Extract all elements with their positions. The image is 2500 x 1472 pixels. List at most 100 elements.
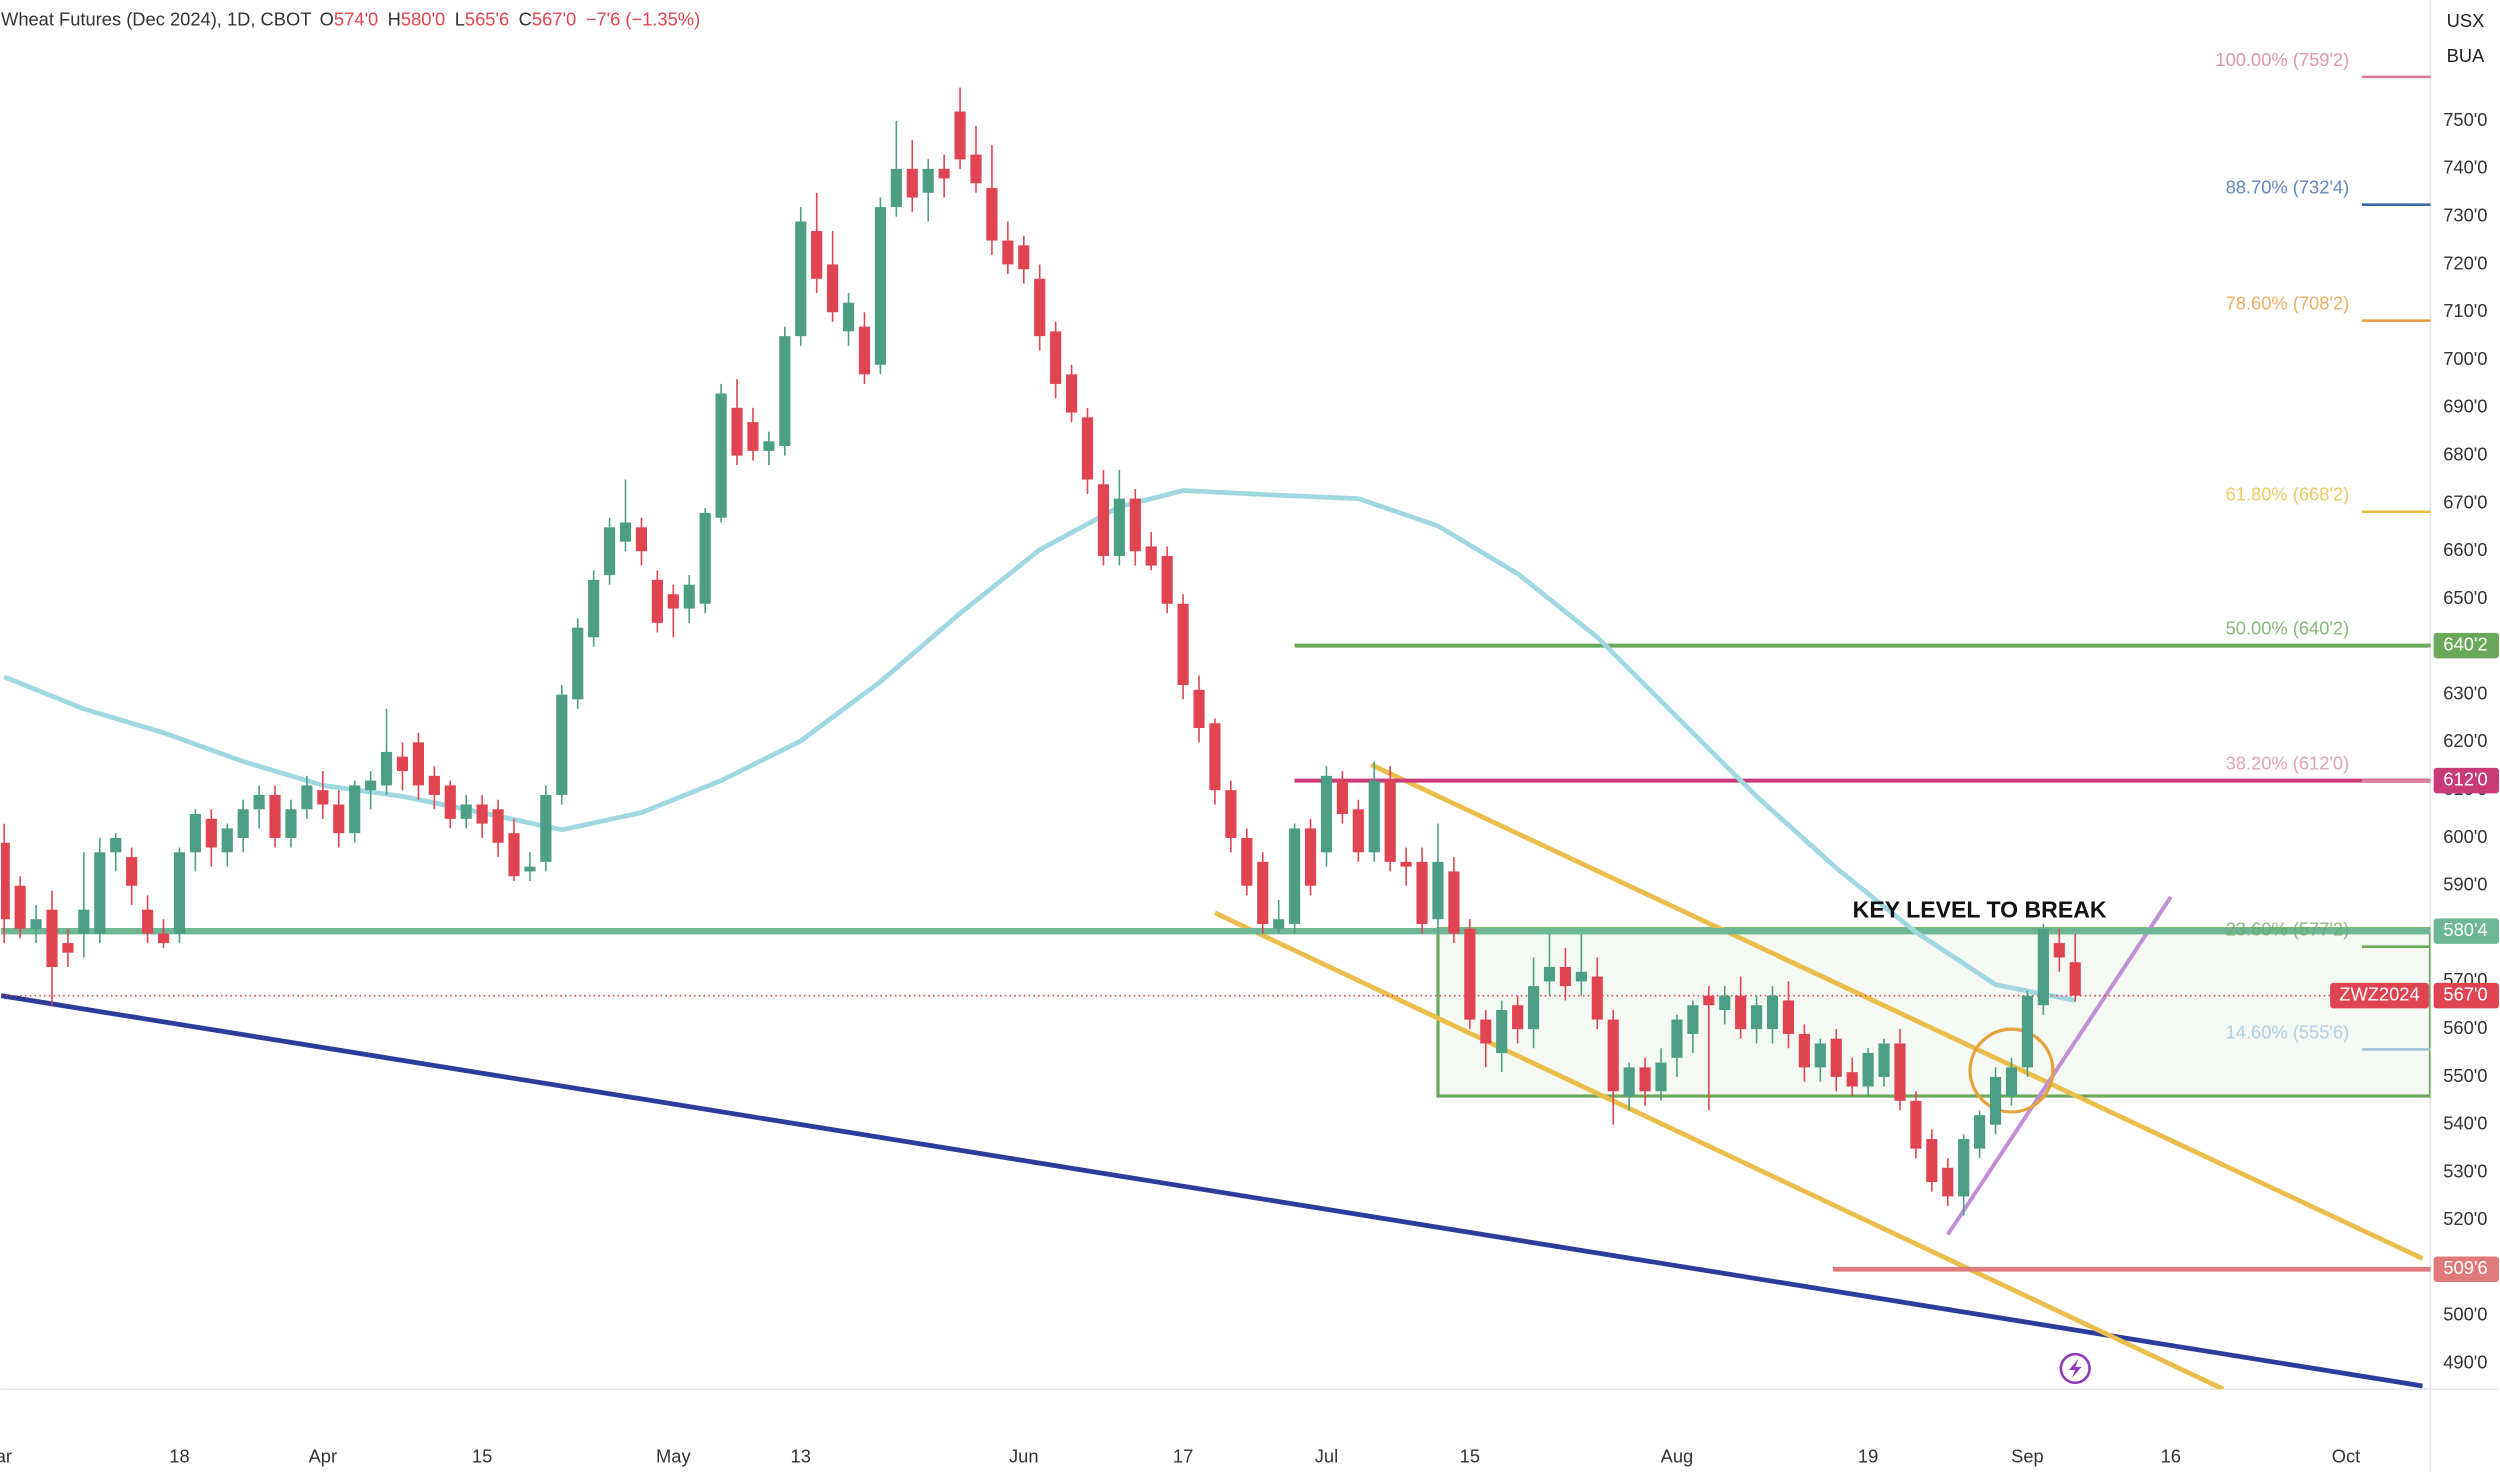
candle-body [540, 794, 552, 862]
candle-body [365, 780, 377, 791]
candle-body [1384, 780, 1396, 862]
candle [1336, 771, 1348, 824]
candle-body [1607, 1019, 1619, 1092]
candle [556, 685, 568, 805]
candle [1926, 1129, 1938, 1192]
price-box [2433, 767, 2499, 794]
candle [651, 570, 663, 633]
candle-body [874, 207, 886, 365]
candle [2021, 990, 2033, 1077]
price-box-label: 509'6 [2443, 1257, 2487, 1278]
candle-body [1177, 603, 1189, 686]
candle [827, 230, 839, 322]
candle-body [1432, 861, 1444, 920]
annotation: KEY LEVEL TO BREAK [1853, 896, 2107, 922]
alert-icon[interactable] [2059, 1352, 2091, 1385]
candle [349, 780, 361, 843]
candle-body [1862, 1053, 1874, 1087]
candle-body [1559, 967, 1572, 987]
candle [874, 197, 886, 375]
candle [1878, 1038, 1890, 1087]
y-tick-label: 500'0 [2443, 1304, 2487, 1325]
candle [795, 207, 807, 346]
candle-body [14, 885, 26, 929]
candle [237, 799, 249, 853]
fib-label: 61.80% (668'2) [2226, 484, 2350, 505]
candle [842, 293, 855, 346]
plot-area [1, 87, 2431, 1272]
candle [1798, 1024, 1810, 1082]
symbol-label: ZWZ2024 [2339, 984, 2419, 1005]
candle [938, 154, 950, 198]
candle-body [763, 441, 775, 451]
candle [1241, 828, 1253, 896]
candle-body [126, 857, 138, 886]
fib-label: 78.60% (708'2) [2226, 293, 2350, 314]
stat-key: H [388, 9, 401, 30]
y-tick-label: 620'0 [2443, 730, 2487, 751]
candle [1942, 1158, 1954, 1206]
alert-bolt[interactable] [2068, 1358, 2082, 1379]
candle [1543, 933, 1556, 996]
candle [253, 785, 265, 829]
candle [1480, 1010, 1492, 1068]
y-tick-label: 720'0 [2443, 252, 2487, 273]
candle-body [237, 809, 249, 838]
y-tick-label: 680'0 [2443, 443, 2487, 464]
candle-body [444, 785, 456, 819]
candle-body [492, 809, 504, 843]
candle-body [1527, 986, 1540, 1030]
candle-body [747, 422, 759, 451]
channel-line [1370, 762, 2424, 1261]
candle [524, 852, 536, 881]
data-layer: 490'0500'0520'0530'0540'0550'0560'0570'0… [0, 49, 2499, 1467]
candle-body [1113, 498, 1125, 556]
candle [205, 809, 217, 867]
candle-body [1018, 245, 1030, 270]
alert-ring[interactable] [2059, 1352, 2091, 1385]
candle [1527, 957, 1540, 1049]
x-tick-label: 15 [1460, 1446, 1480, 1467]
candle [1, 823, 10, 944]
candle [1655, 1048, 1667, 1101]
price-box [2433, 632, 2499, 659]
candle-body [110, 837, 122, 853]
candle-body [1400, 861, 1412, 867]
y-tick-label: 740'0 [2443, 157, 2487, 178]
x-tick-label: Sep [2011, 1446, 2044, 1467]
candle-body [1193, 689, 1205, 729]
support-line [1946, 895, 2173, 1236]
candle-body [1097, 484, 1110, 556]
candle [1416, 847, 1428, 934]
candle-body [1989, 1076, 2002, 1125]
candle [508, 818, 520, 881]
candle-body [1304, 828, 1317, 886]
stat-value: 580'0 [401, 9, 445, 30]
candle-body [1273, 919, 1285, 929]
candle-body [827, 264, 839, 313]
candle [1304, 818, 1317, 896]
candle [1145, 532, 1157, 571]
candle [94, 837, 106, 944]
candle-body [1352, 809, 1364, 853]
candle [1846, 1057, 1858, 1097]
candle [747, 407, 759, 461]
candle-body [317, 790, 329, 805]
candle [301, 775, 313, 819]
candle [1081, 407, 1094, 494]
candle-body [1846, 1072, 1858, 1087]
candle [1400, 847, 1412, 886]
price-box [2433, 982, 2499, 1009]
candle-body [1464, 928, 1476, 1020]
y-tick-label: 530'0 [2443, 1160, 2487, 1181]
candle-body [508, 833, 520, 877]
candle-body [858, 326, 871, 375]
candle [1432, 823, 1444, 934]
candle-body [890, 168, 902, 208]
candle [396, 742, 409, 791]
candle [2069, 933, 2081, 1002]
candle-body [1926, 1139, 1938, 1183]
candle-body [1129, 498, 1141, 552]
fib-label: 14.60% (555'6) [2226, 1021, 2350, 1042]
